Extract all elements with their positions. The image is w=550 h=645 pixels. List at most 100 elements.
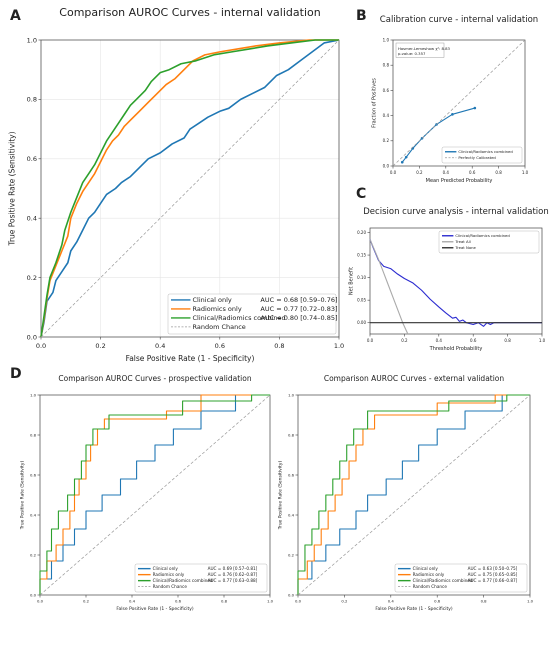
legend-box-b <box>441 146 523 164</box>
x-axis-label: Threshold Probability <box>429 346 483 352</box>
y-tick-label: 0.4 <box>288 512 295 517</box>
x-tick-label: 1.0 <box>334 342 344 350</box>
x-axis-label: False Positive Rate (1 - Specificity) <box>126 354 255 363</box>
chart-title-b: Calibration curve - internal validation <box>380 15 538 25</box>
series-line-b-1 <box>392 39 526 167</box>
plot-frame-d2 <box>297 394 531 596</box>
legend-label: Random Chance <box>153 584 188 589</box>
legend-box-a <box>167 293 337 335</box>
legend-label: Radiomics only <box>193 305 242 313</box>
panel-label-b: B <box>356 8 367 24</box>
x-tick-label: 0.8 <box>495 170 502 175</box>
y-tick-label: 0.05 <box>357 298 366 303</box>
y-tick-label: 0.6 <box>27 155 37 163</box>
legend-label: Clinical/Radiomics combined <box>153 578 213 583</box>
x-tick-label: 0.0 <box>367 338 374 343</box>
y-tick-label: 0.0 <box>288 592 295 597</box>
series-line-a-1 <box>40 39 339 338</box>
legend-box-d1 <box>134 563 268 593</box>
plot-frame-c <box>369 227 543 335</box>
y-tick-label: 0.6 <box>383 88 390 93</box>
series-line-d1-2 <box>39 394 270 595</box>
x-tick-label: 0.6 <box>469 170 476 175</box>
y-tick-label: 0.20 <box>357 230 366 235</box>
y-tick-label: 0.4 <box>383 113 390 118</box>
x-tick-label: 0.8 <box>504 338 511 343</box>
x-tick-label: 0.6 <box>434 599 441 604</box>
x-tick-label: 0.2 <box>83 599 90 604</box>
x-tick-label: 0.6 <box>215 342 225 350</box>
y-tick-label: 1.0 <box>383 37 390 42</box>
legend-label: Clinical only <box>153 566 179 571</box>
y-tick-label: 0.6 <box>30 472 37 477</box>
chart-title-a: Comparison AUROC Curves - internal valid… <box>59 6 320 19</box>
annotation-box <box>395 42 445 58</box>
annotation-text: p-value: 0.357 <box>398 51 426 56</box>
chart-title-d1: Comparison AUROC Curves - prospective va… <box>58 374 251 383</box>
y-tick-label: 0.2 <box>288 552 295 557</box>
data-point <box>404 155 408 159</box>
x-tick-label: 1.0 <box>539 338 546 343</box>
y-tick-label: 0.0 <box>27 333 37 341</box>
legend-label: Clinical only <box>193 296 232 304</box>
series-line-d1-0 <box>39 394 270 595</box>
y-tick-label: 0.4 <box>30 512 37 517</box>
legend-label: Treat All <box>454 239 470 244</box>
y-axis-label: True Positive Rate (Sensitivity) <box>277 461 283 531</box>
legend-label: Clinical only <box>413 566 439 571</box>
x-tick-label: 0.4 <box>443 170 450 175</box>
legend-label: Random Chance <box>413 584 448 589</box>
legend-label: Clinical/Radiomics combined <box>413 578 473 583</box>
x-tick-label: 0.4 <box>129 599 136 604</box>
data-point <box>400 160 404 164</box>
data-point <box>451 113 454 116</box>
panel-label-d: D <box>10 366 22 382</box>
y-tick-label: 0.0 <box>30 592 37 597</box>
x-tick-label: 0.2 <box>416 170 423 175</box>
legend-auc: AUC = 0.76 [0.62–0.87] <box>208 572 258 577</box>
plot-frame-b <box>392 39 526 167</box>
plot-frame-a <box>40 39 340 338</box>
series-line-a-0 <box>40 39 340 338</box>
legend-label: Random Chance <box>193 323 246 331</box>
legend-auc: AUC = 0.69 [0.57–0.81] <box>208 566 258 571</box>
series-line-d2-1 <box>297 394 530 595</box>
y-tick-label: 0.6 <box>288 472 295 477</box>
x-tick-label: 0.4 <box>436 338 443 343</box>
y-tick-label: 0.0 <box>383 163 390 168</box>
series-line-d1-3 <box>39 394 271 596</box>
series-line-d2-2 <box>297 394 530 595</box>
x-tick-label: 0.4 <box>155 342 165 350</box>
x-axis-label: False Positive Rate (1 - Specificity) <box>375 606 453 612</box>
legend-label: Perfectly Calibrated <box>458 155 496 160</box>
series-line-d2-3 <box>297 394 531 596</box>
series-line-d2-0 <box>297 394 530 595</box>
legend-auc: AUC = 0.77 [0.66–0.87] <box>468 578 518 583</box>
data-point <box>473 106 477 110</box>
legend-box-d2 <box>394 563 528 593</box>
annotation-text: Hosmer-Lemeshow χ²: 8.83 <box>398 46 451 51</box>
legend-auc: AUC = 0.75 [0.65–0.85] <box>468 572 518 577</box>
series-line-a-3 <box>40 39 340 338</box>
y-tick-label: 0.2 <box>383 138 390 143</box>
legend-label: Clinical/Radiomics combined <box>455 233 510 238</box>
legend-auc: AUC = 0.68 [0.59–0.76] <box>260 296 337 304</box>
x-tick-label: 0.8 <box>274 342 284 350</box>
legend-label: Clinical/Radiomics combined <box>193 314 286 322</box>
y-tick-label: 0.2 <box>30 552 37 557</box>
y-tick-label: 0.8 <box>383 63 390 68</box>
legend-label: Radiomics only <box>413 572 445 577</box>
x-tick-label: 0.0 <box>37 599 44 604</box>
legend-label: Radiomics only <box>153 572 185 577</box>
legend-label: Treat None <box>454 245 476 250</box>
x-tick-label: 1.0 <box>527 599 534 604</box>
x-tick-label: 0.2 <box>95 342 105 350</box>
x-axis-label: False Positive Rate (1 - Specificity) <box>116 606 194 612</box>
legend-box-c <box>438 230 540 254</box>
x-tick-label: 0.4 <box>388 599 395 604</box>
y-tick-label: 1.0 <box>27 36 37 44</box>
y-tick-label: 0.8 <box>27 96 37 104</box>
y-tick-label: 1.0 <box>288 392 295 397</box>
x-tick-label: 1.0 <box>267 599 274 604</box>
